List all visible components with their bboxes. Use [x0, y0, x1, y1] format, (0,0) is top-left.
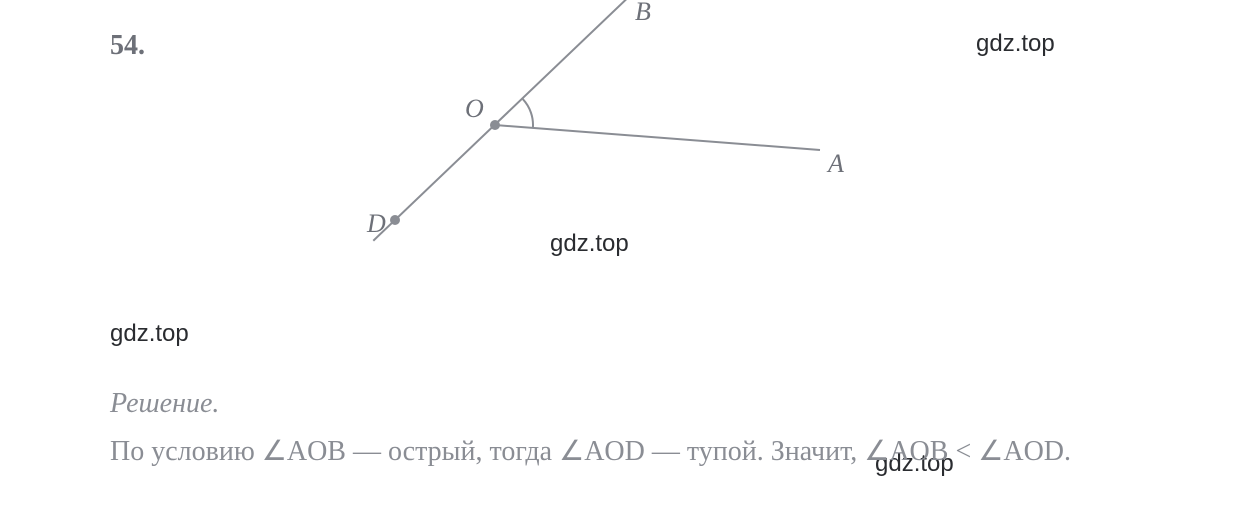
- svg-text:B: B: [635, 0, 651, 26]
- solution-text-post: — тупой. Значит,: [645, 436, 864, 467]
- problem-number: 54.: [110, 30, 145, 62]
- inequality-operator: <: [948, 436, 978, 467]
- solution-text-mid: — острый, тогда: [346, 436, 559, 467]
- angle-aob-1: ∠AOB: [262, 436, 346, 467]
- svg-text:O: O: [465, 94, 484, 123]
- solution-heading: Решение.: [110, 388, 219, 419]
- solution-period: .: [1064, 436, 1071, 467]
- watermark-2: gdz.top: [550, 230, 629, 258]
- solution-text: Решение. По условию ∠AOB — острый, тогда…: [110, 380, 1140, 475]
- svg-text:A: A: [826, 149, 844, 178]
- watermark-1: gdz.top: [976, 30, 1055, 58]
- svg-text:D: D: [366, 209, 386, 238]
- solution-text-pre: По условию: [110, 436, 262, 467]
- angle-aob-2: ∠AOB: [864, 436, 948, 467]
- solution-body: По условию ∠AOB — острый, тогда ∠AOD — т…: [110, 428, 1140, 476]
- angle-aod-2: ∠AOD: [978, 436, 1064, 467]
- angle-aod-1: ∠AOD: [559, 436, 645, 467]
- watermark-3: gdz.top: [110, 320, 189, 348]
